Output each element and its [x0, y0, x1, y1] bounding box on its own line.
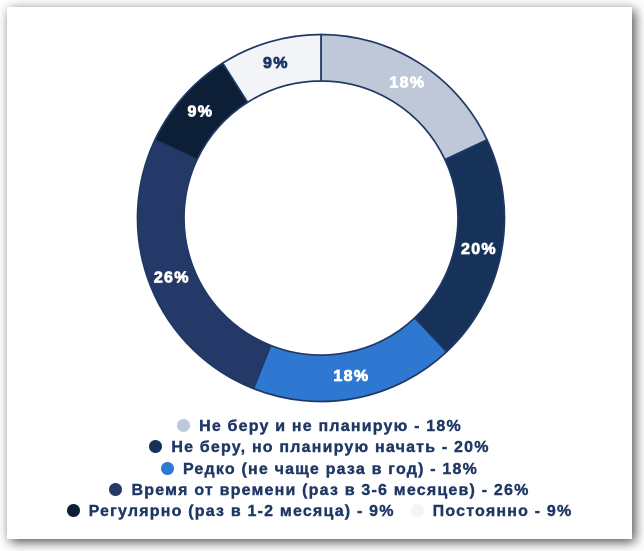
svg-text:20%: 20% — [461, 241, 497, 258]
svg-text:9%: 9% — [263, 55, 289, 72]
svg-text:18%: 18% — [389, 75, 425, 92]
svg-text:9%: 9% — [188, 103, 214, 120]
svg-text:18%: 18% — [333, 368, 369, 385]
svg-text:26%: 26% — [154, 270, 190, 287]
